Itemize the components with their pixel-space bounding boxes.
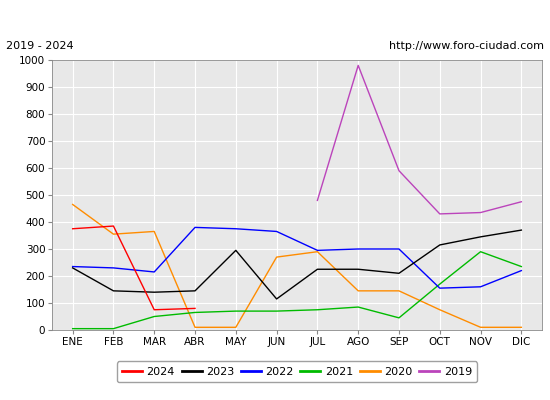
Legend: 2024, 2023, 2022, 2021, 2020, 2019: 2024, 2023, 2022, 2021, 2020, 2019 [117,361,477,382]
Text: http://www.foro-ciudad.com: http://www.foro-ciudad.com [389,40,544,50]
Text: Evolucion Nº Turistas Nacionales en el municipio de Gargantilla: Evolucion Nº Turistas Nacionales en el m… [64,10,486,23]
Text: 2019 - 2024: 2019 - 2024 [6,40,73,50]
